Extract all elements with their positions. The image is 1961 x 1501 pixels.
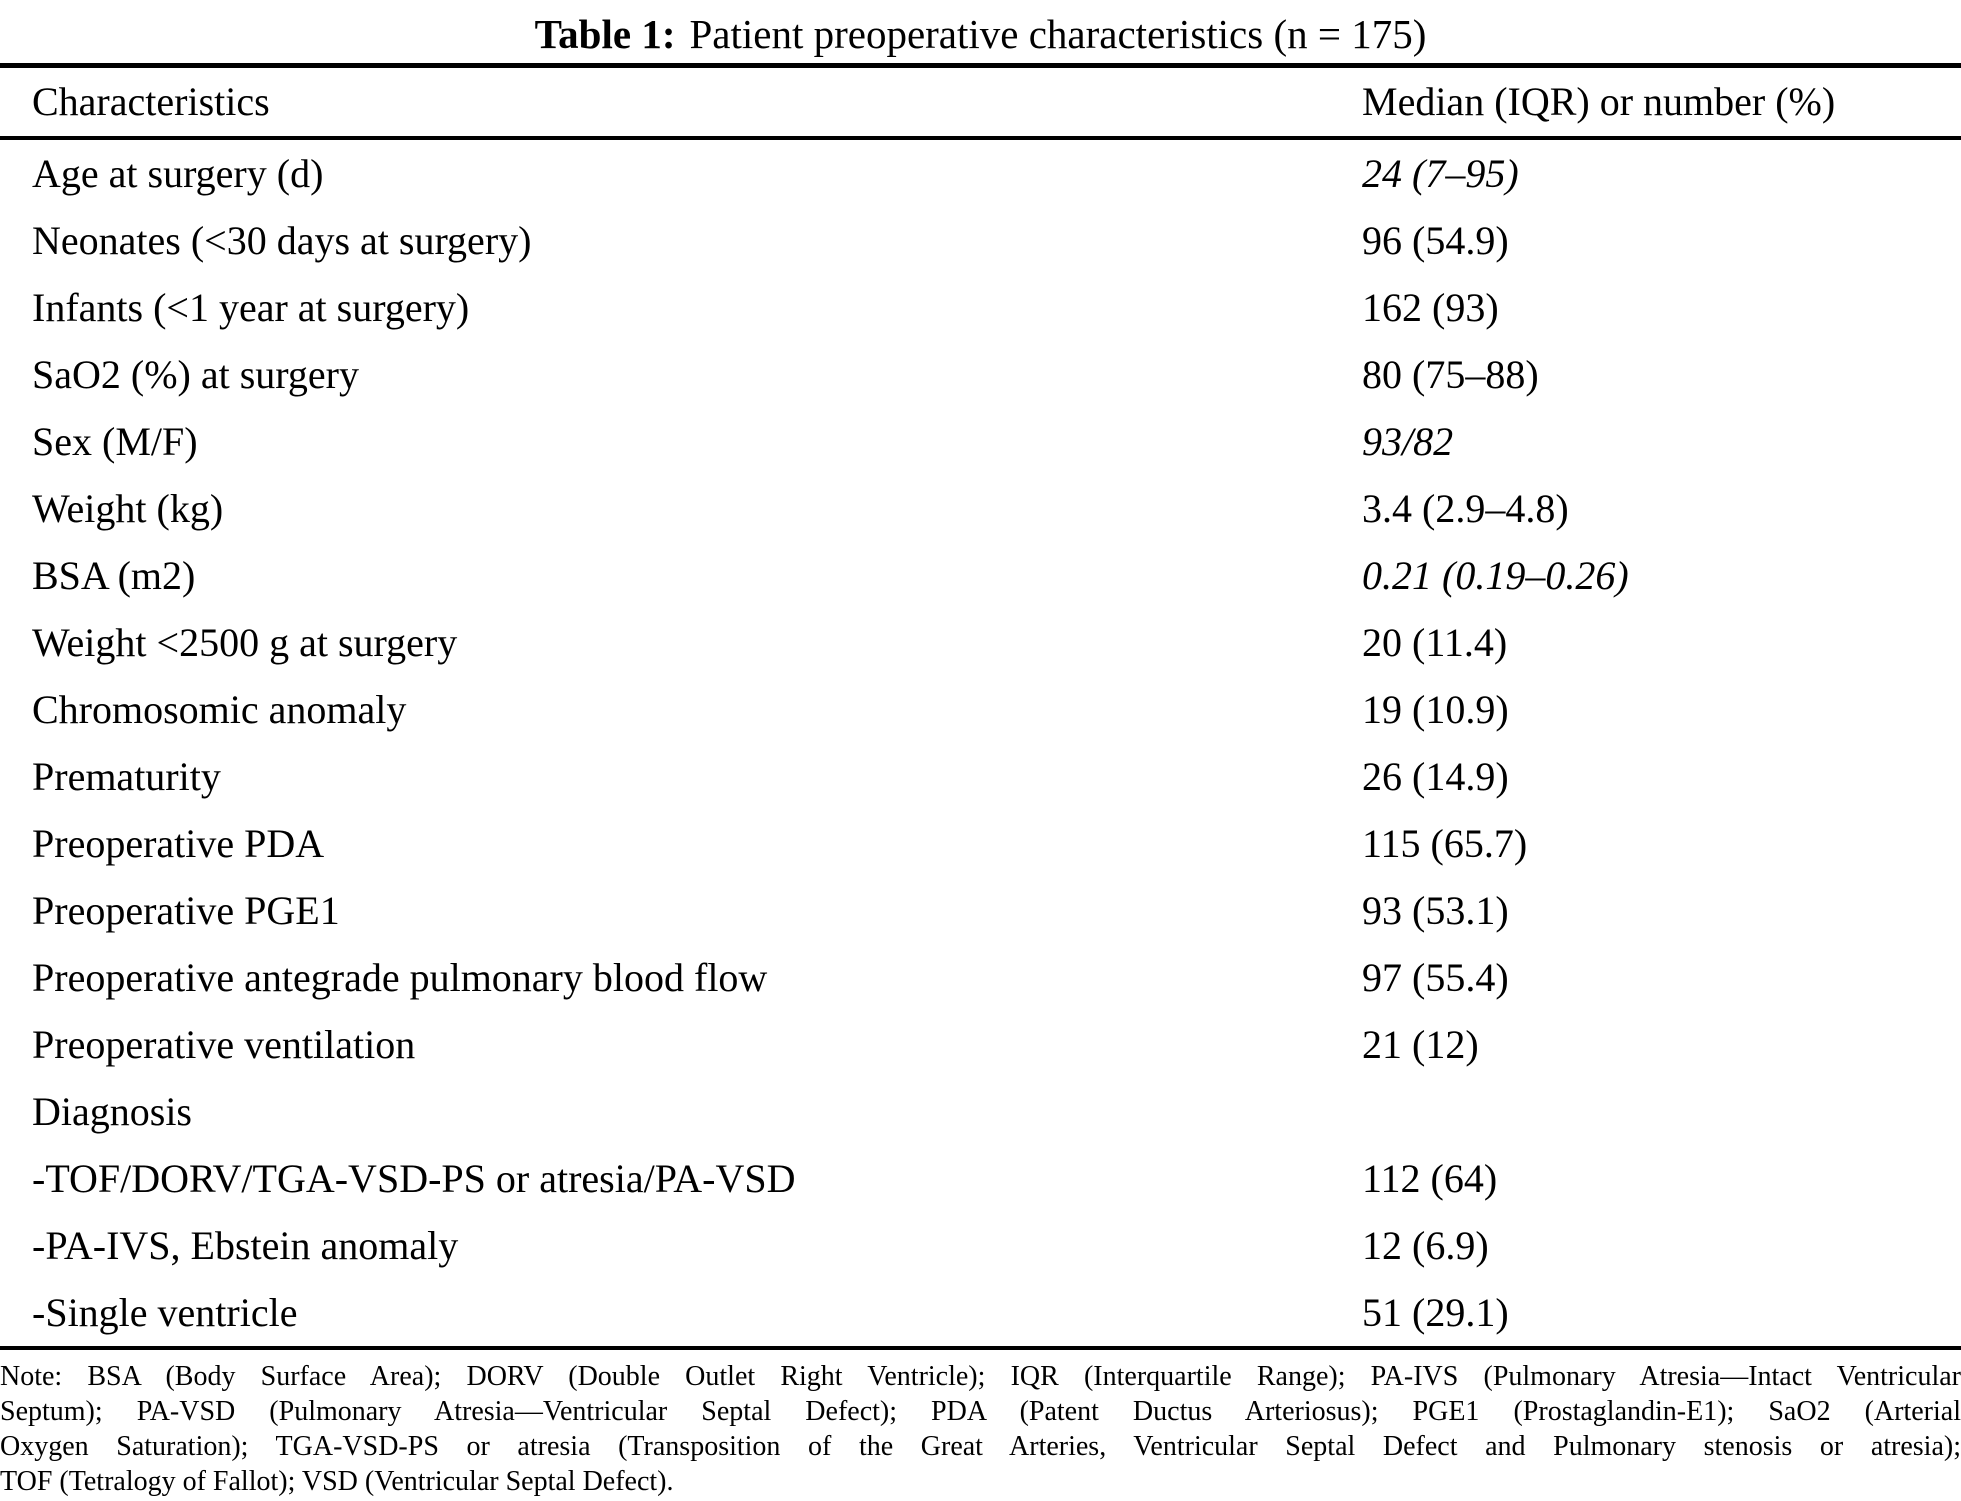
- table-header-row: Characteristics Median (IQR) or number (…: [0, 68, 1961, 136]
- table-row: Preoperative PDA 115 (65.7): [0, 810, 1961, 877]
- row-value: 21 (12): [1362, 1021, 1479, 1067]
- row-value: 97 (55.4): [1362, 954, 1509, 1000]
- row-value: 20 (11.4): [1362, 619, 1508, 665]
- table-rule-top: [0, 63, 1961, 68]
- table-row: Sex (M/F) 93/82: [0, 408, 1961, 475]
- footnote-line: TOF (Tetralogy of Fallot); VSD (Ventricu…: [0, 1466, 674, 1497]
- row-label: Weight <2500 g at surgery: [32, 619, 458, 665]
- table-row: -TOF/DORV/TGA-VSD-PS or atresia/PA-VSD 1…: [0, 1145, 1961, 1212]
- row-label: Prematurity: [32, 753, 221, 799]
- row-label: -TOF/DORV/TGA-VSD-PS or atresia/PA-VSD: [32, 1155, 796, 1201]
- footnote-line: Oxygen Saturation); TGA-VSD-PS or atresi…: [0, 1431, 1961, 1462]
- row-value: 12 (6.9): [1362, 1222, 1489, 1268]
- footnote-line: Septum); PA-VSD (Pulmonary Atresia—Ventr…: [0, 1396, 1961, 1427]
- row-value: 26 (14.9): [1362, 753, 1509, 799]
- row-value: 3.4 (2.9–4.8): [1362, 485, 1569, 531]
- row-label: Chromosomic anomaly: [32, 686, 407, 732]
- row-value: 24 (7–95): [1362, 150, 1519, 196]
- row-label: Diagnosis: [32, 1088, 192, 1134]
- table-row: Age at surgery (d) 24 (7–95): [0, 140, 1961, 207]
- table-row: -PA-IVS, Ebstein anomaly 12 (6.9): [0, 1212, 1961, 1279]
- row-label: Preoperative antegrade pulmonary blood f…: [32, 954, 768, 1000]
- column-header-characteristics: Characteristics: [32, 79, 270, 124]
- row-label: SaO2 (%) at surgery: [32, 351, 359, 397]
- table-row: Preoperative PGE1 93 (53.1): [0, 877, 1961, 944]
- table-row: BSA (m2) 0.21 (0.19–0.26): [0, 542, 1961, 609]
- row-label: BSA (m2): [32, 552, 196, 598]
- row-label: Preoperative ventilation: [32, 1021, 416, 1067]
- table-row: Diagnosis: [0, 1078, 1961, 1145]
- row-value: 19 (10.9): [1362, 686, 1509, 732]
- row-label: Weight (kg): [32, 485, 224, 531]
- table-row: Prematurity 26 (14.9): [0, 743, 1961, 810]
- table-row: Chromosomic anomaly 19 (10.9): [0, 676, 1961, 743]
- row-label: Infants (<1 year at surgery): [32, 284, 470, 330]
- table-row: -Single ventricle 51 (29.1): [0, 1279, 1961, 1346]
- table-row: Infants (<1 year at surgery) 162 (93): [0, 274, 1961, 341]
- row-label: Preoperative PDA: [32, 820, 325, 866]
- table-row: Preoperative ventilation 21 (12): [0, 1011, 1961, 1078]
- table-row: Preoperative antegrade pulmonary blood f…: [0, 944, 1961, 1011]
- row-value: 0.21 (0.19–0.26): [1362, 552, 1629, 598]
- row-label: Sex (M/F): [32, 418, 198, 464]
- row-value: 80 (75–88): [1362, 351, 1539, 397]
- row-value: 93/82: [1362, 418, 1454, 464]
- row-value: 96 (54.9): [1362, 217, 1509, 263]
- table-title: Table 1: Patient preoperative characteris…: [0, 0, 1961, 63]
- table-rule-header: [0, 136, 1961, 140]
- row-value: 115 (65.7): [1362, 820, 1528, 866]
- table-rule-bottom: [0, 1346, 1961, 1350]
- table-caption: Patient preoperative characteristics (n …: [689, 11, 1427, 57]
- row-label: Preoperative PGE1: [32, 887, 340, 933]
- table-body: Age at surgery (d) 24 (7–95) Neonates (<…: [0, 140, 1961, 1346]
- table-row: Weight <2500 g at surgery 20 (11.4): [0, 609, 1961, 676]
- row-value: 112 (64): [1362, 1155, 1498, 1201]
- row-label: -PA-IVS, Ebstein anomaly: [32, 1222, 459, 1268]
- footnote-line: Note: BSA (Body Surface Area); DORV (Dou…: [0, 1361, 1961, 1392]
- table-row: Weight (kg) 3.4 (2.9–4.8): [0, 475, 1961, 542]
- column-header-values: Median (IQR) or number (%): [1362, 79, 1836, 124]
- row-value: 162 (93): [1362, 284, 1499, 330]
- row-value: 93 (53.1): [1362, 887, 1509, 933]
- table-row: Neonates (<30 days at surgery) 96 (54.9): [0, 207, 1961, 274]
- row-label: -Single ventricle: [32, 1289, 298, 1335]
- row-value: 51 (29.1): [1362, 1289, 1509, 1335]
- table-row: SaO2 (%) at surgery 80 (75–88): [0, 341, 1961, 408]
- row-label: Neonates (<30 days at surgery): [32, 217, 532, 263]
- table-number: Table 1:: [534, 11, 676, 57]
- row-label: Age at surgery (d): [32, 150, 324, 196]
- table-footnote: Note: BSA (Body Surface Area); DORV (Dou…: [0, 1350, 1961, 1499]
